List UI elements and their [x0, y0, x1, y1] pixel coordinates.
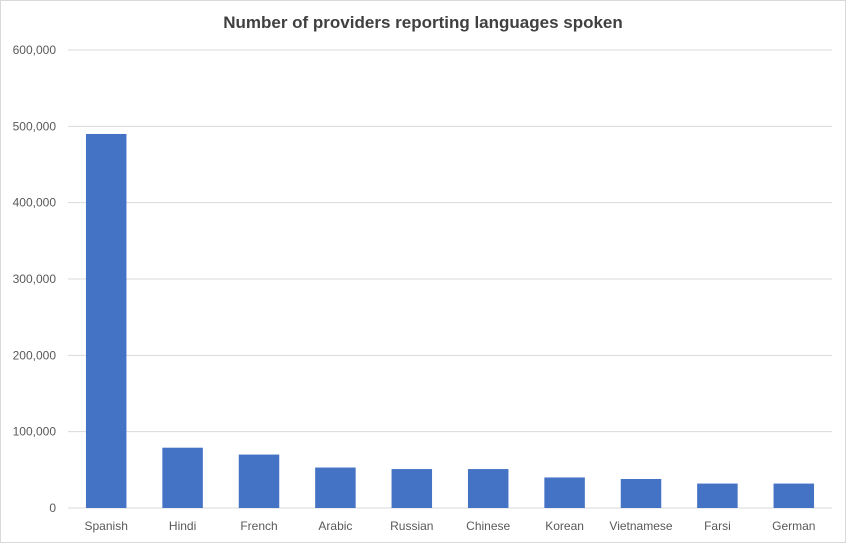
bar-arabic	[315, 467, 356, 508]
bar-farsi	[697, 483, 738, 508]
bars	[85, 133, 815, 508]
bar-hindi	[162, 447, 203, 508]
bar-french	[238, 454, 280, 508]
bar-russian	[391, 469, 433, 508]
bar-chinese	[467, 469, 509, 508]
x-tick-label: Farsi	[704, 519, 731, 533]
y-tick-label: 400,000	[13, 196, 57, 210]
x-tick-label: Chinese	[466, 519, 510, 533]
y-tick-label: 100,000	[13, 425, 57, 439]
x-axis: Spanish Hindi French Arabic Russian Chinese Ko…	[85, 519, 816, 533]
x-tick-label: Vietnamese	[609, 519, 672, 533]
bar-korean	[544, 477, 585, 508]
y-tick-label: 200,000	[13, 348, 57, 362]
y-tick-label: 300,000	[13, 272, 57, 286]
y-tick-label: 500,000	[13, 119, 57, 133]
x-tick-label: French	[240, 519, 277, 533]
x-tick-label: Hindi	[169, 519, 196, 533]
gridlines	[68, 49, 832, 509]
x-tick-label: Arabic	[318, 519, 352, 533]
y-axis: 0 100,000 200,000 300,000 400,000 500,000 600,…	[13, 43, 57, 515]
bar-spanish	[85, 133, 127, 508]
x-tick-label: German	[772, 519, 815, 533]
y-tick-label: 0	[49, 501, 56, 515]
bar-german	[773, 483, 815, 508]
bar-vietnamese	[620, 478, 662, 508]
chart-title: Number of providers reporting languages …	[223, 13, 623, 32]
x-tick-label: Korean	[545, 519, 584, 533]
x-tick-label: Russian	[390, 519, 433, 533]
x-tick-label: Spanish	[85, 519, 128, 533]
y-tick-label: 600,000	[13, 43, 57, 57]
